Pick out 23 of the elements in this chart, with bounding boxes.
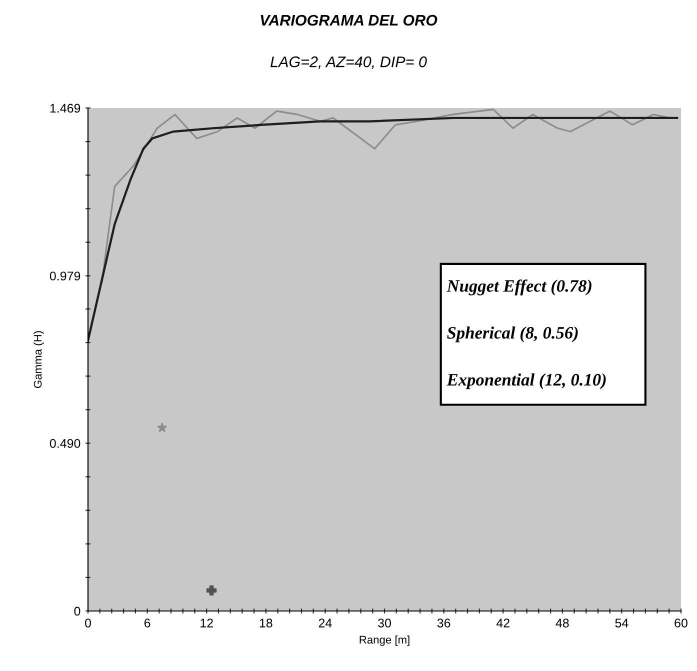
- x-tick-label: 42: [496, 618, 510, 628]
- x-axis-title: Range [m]: [360, 636, 410, 646]
- annotation: Spherical (8, 0.56): [447, 326, 578, 342]
- x-tick-label: 24: [318, 618, 332, 628]
- chart-title: VARIOGRAMA DEL ORO: [260, 14, 438, 26]
- x-tick-label: 48: [556, 618, 569, 628]
- x-tick-label: 0: [85, 618, 91, 628]
- y-axis-title: Gamma (H): [34, 331, 44, 388]
- x-tick-label: 6: [144, 618, 150, 628]
- x-tick-label: 18: [260, 618, 272, 628]
- y-tick-label: 0.490: [50, 439, 80, 448]
- x-tick-label: 12: [200, 618, 213, 628]
- x-tick-label: 54: [615, 618, 628, 628]
- x-tick-label: 36: [437, 618, 450, 628]
- annotation: Nugget Effect (0.78): [446, 279, 592, 296]
- y-tick-label: 1.469: [50, 104, 80, 113]
- annotation: Exponential (12, 0.10): [446, 373, 606, 390]
- x-tick-label: 60: [674, 618, 688, 628]
- line-series: [88, 116, 678, 342]
- y-tick-label: 0.979: [50, 272, 80, 280]
- chart-subtitle: LAG=2, AZ=40, DIP= 0: [270, 56, 427, 70]
- x-tick-label: 30: [378, 618, 391, 628]
- y-tick-label: 0: [74, 606, 80, 616]
